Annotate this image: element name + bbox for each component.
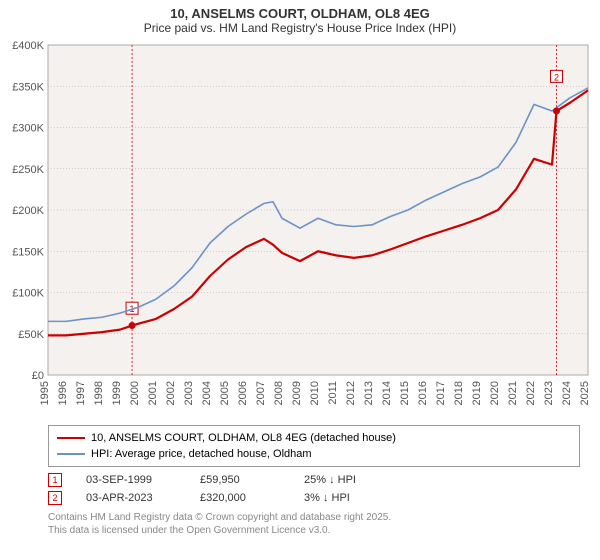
- price-chart: £0 £50K £100K £150K £200K £250K £300K £350K £400…: [0, 39, 600, 419]
- chart-subtitle: Price paid vs. HM Land Registry's House …: [0, 21, 600, 39]
- svg-text:£50K: £50K: [18, 329, 44, 341]
- legend: 10, ANSELMS COURT, OLDHAM, OL8 4EG (deta…: [48, 425, 580, 467]
- svg-text:1996: 1996: [57, 381, 69, 405]
- svg-text:£150K: £150K: [12, 246, 44, 258]
- svg-text:£100K: £100K: [12, 288, 44, 300]
- svg-text:2016: 2016: [417, 381, 429, 405]
- svg-text:1999: 1999: [111, 381, 123, 405]
- svg-text:2006: 2006: [237, 381, 249, 405]
- svg-text:2002: 2002: [165, 381, 177, 405]
- svg-text:2008: 2008: [273, 381, 285, 405]
- legend-swatch-series1: [57, 437, 85, 439]
- tx-price-2: £320,000: [200, 492, 280, 504]
- footer-attribution: Contains HM Land Registry data © Crown c…: [48, 511, 580, 537]
- svg-text:2003: 2003: [183, 381, 195, 405]
- marker-1: 1: [48, 473, 62, 487]
- svg-text:2007: 2007: [255, 381, 267, 405]
- svg-text:2011: 2011: [327, 381, 339, 405]
- table-row: 1 03-SEP-1999 £59,950 25% ↓ HPI: [48, 471, 580, 489]
- svg-text:1995: 1995: [39, 381, 51, 405]
- svg-text:£350K: £350K: [12, 81, 44, 93]
- tx-delta-2: 3% ↓ HPI: [304, 492, 350, 504]
- svg-text:£0: £0: [32, 370, 44, 382]
- svg-text:£200K: £200K: [12, 205, 44, 217]
- svg-text:2: 2: [554, 72, 559, 82]
- chart-title: 10, ANSELMS COURT, OLDHAM, OL8 4EG: [0, 0, 600, 21]
- marker-2: 2: [48, 491, 62, 505]
- table-row: 2 03-APR-2023 £320,000 3% ↓ HPI: [48, 489, 580, 507]
- svg-text:2021: 2021: [507, 381, 519, 405]
- legend-label-series1: 10, ANSELMS COURT, OLDHAM, OL8 4EG (deta…: [91, 432, 396, 444]
- legend-label-series2: HPI: Average price, detached house, Oldh…: [91, 448, 312, 460]
- svg-text:2013: 2013: [363, 381, 375, 405]
- svg-text:2019: 2019: [471, 381, 483, 405]
- svg-text:2022: 2022: [525, 381, 537, 405]
- svg-text:1998: 1998: [93, 381, 105, 405]
- svg-text:2001: 2001: [147, 381, 159, 405]
- svg-text:£300K: £300K: [12, 123, 44, 135]
- svg-text:2009: 2009: [291, 381, 303, 405]
- tx-price-1: £59,950: [200, 474, 280, 486]
- svg-text:£250K: £250K: [12, 164, 44, 176]
- svg-text:2014: 2014: [381, 381, 393, 405]
- svg-text:2018: 2018: [453, 381, 465, 405]
- tx-date-1: 03-SEP-1999: [86, 474, 176, 486]
- svg-text:2020: 2020: [489, 381, 501, 405]
- svg-text:2005: 2005: [219, 381, 231, 405]
- svg-text:2012: 2012: [345, 381, 357, 405]
- legend-swatch-series2: [57, 453, 85, 455]
- svg-text:2000: 2000: [129, 381, 141, 405]
- svg-text:2024: 2024: [561, 381, 573, 405]
- tx-date-2: 03-APR-2023: [86, 492, 176, 504]
- svg-text:2023: 2023: [543, 381, 555, 405]
- svg-text:2025: 2025: [579, 381, 591, 405]
- transaction-table: 1 03-SEP-1999 £59,950 25% ↓ HPI 2 03-APR…: [48, 471, 580, 507]
- svg-text:2017: 2017: [435, 381, 447, 405]
- svg-text:2015: 2015: [399, 381, 411, 405]
- svg-text:2004: 2004: [201, 381, 213, 405]
- tx-delta-1: 25% ↓ HPI: [304, 474, 356, 486]
- svg-text:£400K: £400K: [12, 40, 44, 52]
- svg-text:2010: 2010: [309, 381, 321, 405]
- svg-text:1997: 1997: [75, 381, 87, 405]
